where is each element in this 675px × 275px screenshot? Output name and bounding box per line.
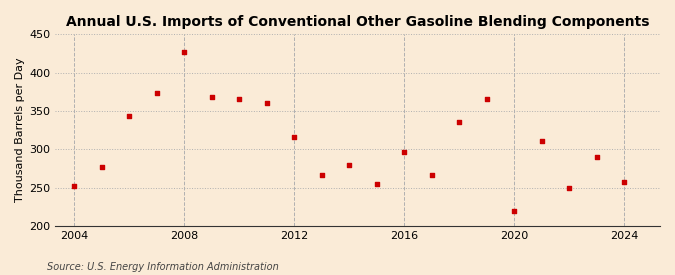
Point (537, 139, 547, 143)
Point (481, 97, 492, 102)
Point (399, 150, 410, 155)
Point (97, 165, 107, 169)
Point (317, 173, 327, 178)
Point (69, 184, 80, 188)
Point (591, 155, 602, 159)
Point (371, 182, 382, 186)
Text: Source: U.S. Energy Information Administration: Source: U.S. Energy Information Administ… (47, 262, 279, 272)
Point (179, 50, 190, 54)
Title: Annual U.S. Imports of Conventional Other Gasoline Blending Components: Annual U.S. Imports of Conventional Othe… (66, 15, 649, 29)
Point (207, 95, 217, 99)
Point (564, 185, 574, 190)
Point (261, 100, 272, 105)
Point (509, 208, 520, 213)
Point (427, 173, 437, 178)
Point (124, 114, 135, 119)
Point (234, 97, 245, 102)
Point (151, 91, 162, 95)
Point (344, 163, 355, 167)
Point (454, 120, 464, 125)
Point (289, 135, 300, 139)
Point (619, 180, 630, 185)
Y-axis label: Thousand Barrels per Day: Thousand Barrels per Day (15, 58, 25, 202)
